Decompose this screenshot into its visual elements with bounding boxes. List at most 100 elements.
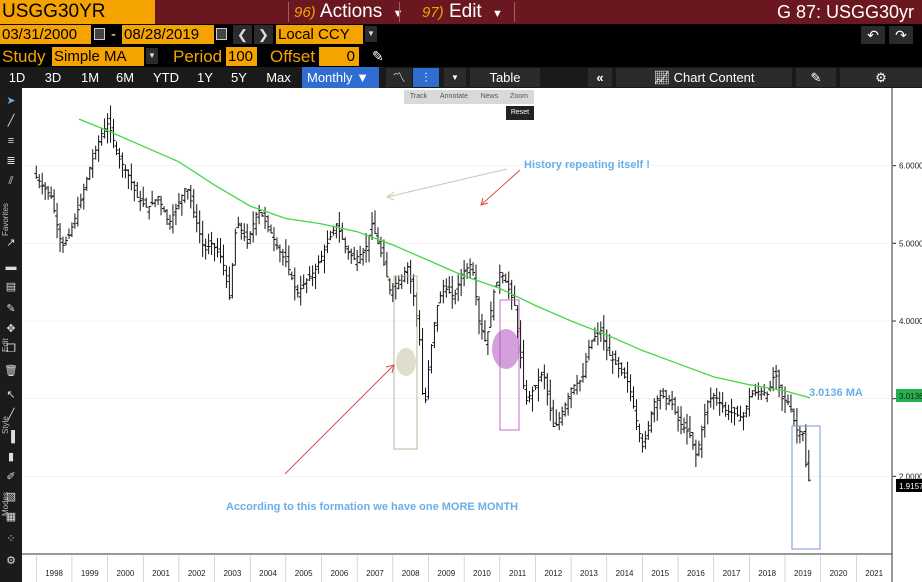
color-icon[interactable]: ▮	[7, 451, 15, 463]
divider	[514, 2, 515, 22]
undo-icon[interactable]: ↶	[861, 26, 885, 44]
chart-canvas: 1998 1999 2000 2001 2002 2003 2004 2005 2006 2007…	[22, 88, 922, 582]
divider	[288, 2, 289, 22]
range-6m[interactable]: 6M	[115, 70, 135, 85]
track-button[interactable]: Track	[404, 90, 433, 104]
start-date-field[interactable]: 03/31/2000	[0, 25, 91, 44]
x-tick-label: 2011	[509, 569, 527, 578]
edit-menu-label: Edit	[448, 1, 482, 22]
range-5y[interactable]: 5Y	[231, 70, 247, 85]
annotation-history: History repeating itself !	[524, 159, 650, 171]
settings-icon[interactable]: ⚙	[6, 555, 16, 567]
x-tick-label: 1998	[45, 569, 63, 578]
edit-chart-icon[interactable]: ✎	[796, 68, 836, 87]
currency-select[interactable]: Local CCY	[276, 25, 363, 44]
line-tool-icon[interactable]: ╱	[7, 115, 15, 127]
range-3d[interactable]: 3D	[44, 70, 62, 85]
highlight-circle-2008	[396, 348, 416, 376]
chevron-down-icon: ▼	[492, 8, 503, 20]
study-bar: Study Simple MA ▼ Period 100 Offset 0 ✎	[0, 46, 922, 67]
y-tick-label: 6.0000	[899, 162, 922, 171]
x-tick-label: 1999	[81, 569, 99, 578]
x-tick-label: 2013	[580, 569, 598, 578]
mode-pattern-icon[interactable]: ▧	[5, 491, 17, 503]
range-ytd[interactable]: YTD	[153, 70, 179, 85]
annotation-arrow-grey	[386, 168, 508, 198]
price-chart[interactable]: 1998 1999 2000 2001 2002 2003 2004 2005 2006 2007…	[22, 88, 922, 582]
chevron-down-icon[interactable]: ▼	[444, 68, 466, 87]
x-tick-label: 2014	[616, 569, 634, 578]
frequency-select[interactable]: Monthly ▼	[302, 67, 379, 88]
chart-content-button[interactable]: 📈︎ Chart Content	[616, 68, 792, 87]
table-button[interactable]: Table	[470, 68, 540, 87]
cursor-icon[interactable]: ➤	[6, 95, 16, 107]
reset-button[interactable]: Reset	[506, 106, 534, 120]
cursor-edit-icon[interactable]: ↖	[6, 389, 16, 401]
rect-tool-icon[interactable]: ▤	[5, 281, 17, 293]
mode-dots-icon[interactable]: ⁘	[6, 533, 16, 545]
hline-tool-icon[interactable]: ▬	[5, 261, 17, 273]
ma-value: 3.0136	[809, 387, 843, 399]
news-button[interactable]: News	[475, 90, 504, 104]
x-tick-label: 2006	[330, 569, 348, 578]
redo-icon[interactable]: ↷	[889, 26, 913, 44]
x-tick-label: 2002	[188, 569, 206, 578]
x-tick-label: 2010	[473, 569, 491, 578]
pen-icon[interactable]: ✎	[6, 303, 16, 315]
edit-menu[interactable]: 97) Edit ▼	[422, 0, 503, 24]
fib-fan-icon[interactable]: ≣	[6, 155, 16, 167]
highlight-box-2019	[791, 425, 821, 550]
annotate-button[interactable]: Annotate	[433, 90, 475, 104]
arrow-head	[385, 364, 395, 374]
prev-period-button[interactable]: ❮	[233, 25, 252, 44]
study-select[interactable]: Simple MA	[52, 47, 144, 66]
line-chart-icon[interactable]: 〽	[386, 68, 412, 87]
x-tick-label: 2018	[758, 569, 776, 578]
line-style-icon[interactable]: ╱	[7, 409, 15, 421]
next-period-button[interactable]: ❯	[254, 25, 273, 44]
x-tick-label: 2017	[723, 569, 741, 578]
fib-tool-icon[interactable]: ≡	[7, 135, 15, 147]
collapse-icon[interactable]: «	[588, 68, 612, 87]
date-separator: -	[111, 26, 116, 43]
x-tick-label: 2020	[830, 569, 848, 578]
chevron-down-icon[interactable]: ▼	[365, 26, 377, 42]
copy-icon[interactable]: ❐	[6, 343, 16, 355]
chart-content-icon: 📈︎	[653, 70, 670, 85]
end-date-field[interactable]: 08/28/2019	[122, 25, 214, 44]
highlight-box-2008	[393, 275, 418, 450]
move-icon[interactable]: ✥	[6, 323, 16, 335]
x-tick-label: 2007	[366, 569, 384, 578]
arrow-tool-icon[interactable]: ↗	[6, 237, 16, 249]
zoom-button[interactable]: Zoom	[504, 90, 534, 104]
period-input[interactable]: 100	[226, 47, 257, 66]
bar-chart-icon[interactable]: ⫶	[413, 68, 439, 87]
period-label: Period	[173, 47, 223, 66]
chevron-down-icon[interactable]: ▼	[146, 48, 158, 64]
y-tick-label: 4.0000	[899, 317, 922, 326]
mode-grid-icon[interactable]: ▦	[5, 511, 17, 523]
style-brush-icon[interactable]: ▐	[7, 431, 15, 443]
ma-value-label: 3.0136 MA	[809, 387, 863, 399]
actions-menu-number: 96)	[294, 4, 316, 21]
offset-input[interactable]: 0	[319, 47, 359, 66]
mode-pen-icon[interactable]: ✐	[6, 471, 16, 483]
calendar-icon[interactable]	[94, 28, 105, 40]
range-max[interactable]: Max	[266, 70, 291, 85]
gear-icon[interactable]: ⚙	[840, 68, 922, 87]
highlight-circle-2011	[492, 329, 520, 369]
arrow-head	[385, 191, 395, 201]
pencil-icon[interactable]: ✎	[372, 48, 384, 64]
security-ticker[interactable]: USGG30YR Index	[0, 0, 155, 46]
range-1m[interactable]: 1M	[80, 70, 100, 85]
range-1y[interactable]: 1Y	[197, 70, 213, 85]
calendar-icon[interactable]	[216, 28, 227, 40]
range-1d[interactable]: 1D	[8, 70, 26, 85]
y-tick-label: 2.0000	[899, 472, 922, 481]
actions-menu[interactable]: 96) Actions ▼	[294, 0, 403, 24]
trash-icon[interactable]: 🗑︎	[4, 365, 18, 377]
channel-icon[interactable]: ⫽	[8, 175, 14, 187]
date-range-bar: 03/31/2000 - 08/28/2019 ❮ ❯ Local CCY ▼ …	[0, 24, 922, 46]
ma-text: MA	[846, 387, 863, 399]
offset-label: Offset	[270, 47, 316, 66]
